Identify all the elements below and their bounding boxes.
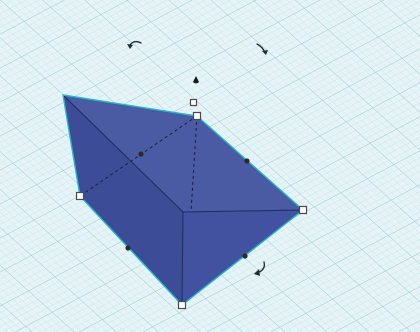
rotate-arc-icon[interactable] — [127, 40, 142, 49]
wedge-top-face[interactable] — [63, 95, 303, 212]
wedge-shape[interactable] — [62, 94, 305, 306]
resize-handle-bottom[interactable] — [177, 300, 187, 310]
hidden-edge — [190, 115, 198, 213]
height-handle[interactable] — [189, 98, 198, 107]
wedge-edge — [181, 211, 184, 306]
edge-midpoint-dot[interactable] — [138, 151, 144, 157]
resize-handle-top[interactable] — [192, 111, 202, 121]
lift-cone-icon[interactable] — [193, 76, 199, 84]
wedge-front-face[interactable] — [63, 95, 183, 305]
edge-midpoint-dot[interactable] — [242, 253, 248, 259]
resize-handle-left[interactable] — [75, 191, 85, 201]
rotate-arc-icon[interactable] — [254, 261, 265, 276]
rotate-arc-icon[interactable] — [256, 43, 268, 55]
resize-handle-right[interactable] — [298, 205, 308, 215]
selection-outline — [62, 94, 305, 306]
edge-midpoint-dot[interactable] — [244, 158, 250, 164]
edge-midpoint-dot[interactable] — [125, 245, 131, 251]
